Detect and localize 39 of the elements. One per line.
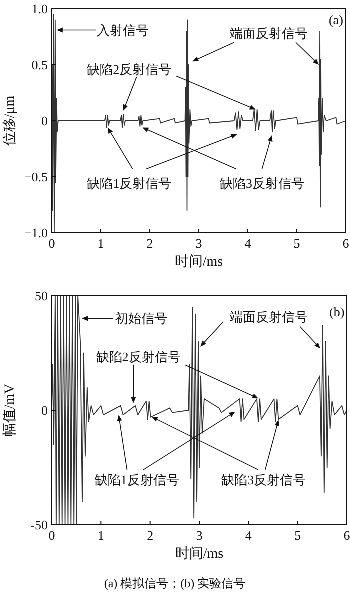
- annotation: 端面反射信号: [230, 26, 308, 42]
- annotation: (b): [330, 304, 345, 320]
- annotation: 缺陷3反射信号: [222, 472, 306, 488]
- line-series: [52, 14, 346, 234]
- annotation: 缺陷2反射信号: [87, 62, 172, 77]
- y-tick-label: 1.0: [32, 2, 48, 16]
- annotation: (a): [328, 12, 344, 28]
- x-tick-label: 2: [146, 236, 154, 251]
- x-tick-label: 4: [244, 236, 252, 251]
- x-tick-label: 1: [98, 528, 104, 543]
- x-tick-label: 5: [294, 528, 302, 543]
- y-tick-label: 0: [42, 114, 48, 128]
- x-tick-label: 3: [196, 528, 203, 543]
- annotation: 初始信号: [115, 311, 168, 326]
- annotation: 缺陷3反射信号: [220, 176, 304, 192]
- x-tick-label: 4: [245, 528, 252, 543]
- y-tick-label: −0.5: [24, 170, 48, 184]
- y-axis-title: 幅值/mV: [2, 384, 18, 437]
- x-tick-label: 6: [342, 236, 350, 251]
- text: (a) 模拟信号；(b) 实验信号: [104, 576, 246, 590]
- line-series: [52, 296, 348, 526]
- x-tick-label: 5: [294, 236, 300, 251]
- annotation: 缺陷2反射信号: [96, 349, 181, 364]
- x-axis-title: 时间/ms: [174, 254, 224, 270]
- annotation: 端面反射信号: [230, 310, 308, 325]
- annotation: 入射信号: [97, 22, 150, 38]
- x-tick-label: 6: [344, 528, 350, 543]
- x-tick-label: 3: [196, 236, 202, 251]
- y-axis-title: 位移/μm: [2, 96, 18, 146]
- x-tick-label: 1: [98, 236, 104, 251]
- x-axis-title: 时间/ms: [175, 546, 224, 562]
- y-tick-label: −1.0: [24, 226, 48, 240]
- annotation: 缺陷1反射信号: [94, 472, 180, 488]
- y-tick-label: 0.5: [32, 58, 48, 72]
- y-tick-label: 0: [42, 403, 48, 418]
- y-tick-label: 50: [35, 288, 48, 304]
- annotation: 缺陷1反射信号: [87, 176, 172, 192]
- y-tick-label: -50: [30, 518, 48, 532]
- x-tick-label: 2: [147, 528, 154, 543]
